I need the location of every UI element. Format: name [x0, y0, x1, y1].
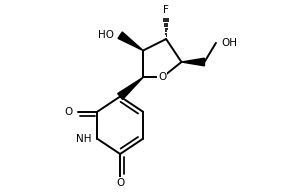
Polygon shape: [181, 58, 204, 66]
Text: OH: OH: [222, 38, 238, 48]
Polygon shape: [118, 77, 143, 99]
Text: O: O: [116, 178, 124, 188]
Text: F: F: [163, 5, 169, 15]
Text: HO: HO: [98, 30, 114, 40]
Text: O: O: [64, 107, 72, 117]
Text: NH: NH: [76, 134, 91, 144]
Polygon shape: [118, 32, 143, 51]
Text: O: O: [158, 72, 166, 82]
